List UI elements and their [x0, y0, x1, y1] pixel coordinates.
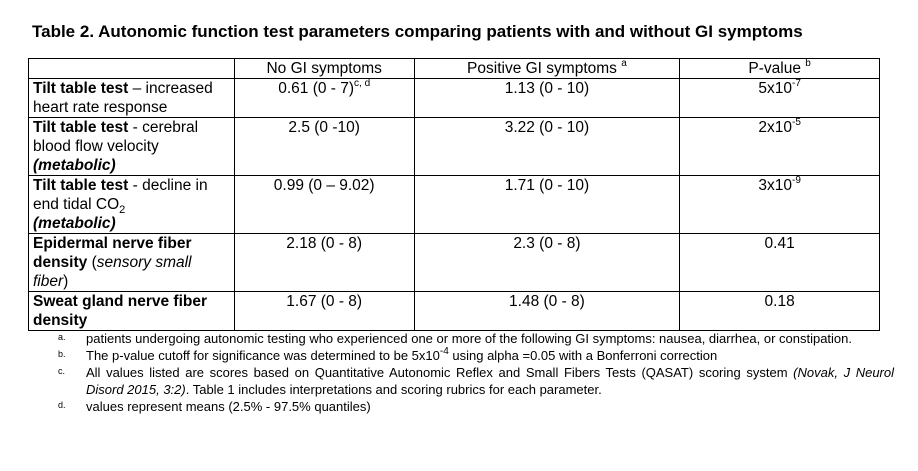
row-label-text: - decline in end tidal CO: [33, 177, 208, 213]
footnote-citation: (Novak, J Neurol Disord 2015, 3:2): [86, 365, 894, 397]
p-value-base: 5x10: [758, 80, 792, 97]
header-no-gi: No GI symptoms: [233, 58, 415, 79]
row-label: Epidermal nerve fiber density (sensory s…: [28, 233, 235, 292]
row-label-italic: sensory small fiber: [33, 254, 192, 290]
cell-no-gi-footnote: c, d: [354, 77, 371, 89]
row-label-bold: Tilt table test: [33, 177, 129, 194]
row-label-bold: Tilt table test: [33, 119, 129, 136]
p-value-base: 3x10: [758, 177, 792, 194]
cell-positive-gi: 3.22 (0 - 10): [413, 117, 681, 176]
footnote-marker: a.: [58, 332, 66, 342]
results-table: No GI symptoms Positive GI symptoms a P-…: [28, 58, 880, 331]
cell-no-gi: 0.61 (0 - 7)c, d: [233, 77, 415, 118]
cell-no-gi-value: 0.99 (0 – 9.02): [273, 177, 375, 194]
header-positive-gi-footnote: a: [621, 57, 627, 69]
row-label: Sweat gland nerve fiber density: [28, 291, 235, 331]
p-value: 0.18: [764, 293, 795, 310]
cell-no-gi: 2.18 (0 - 8): [233, 233, 415, 292]
footnote: b. The p-value cutoff for significance w…: [28, 345, 894, 364]
cell-positive-gi: 1.48 (0 - 8): [413, 291, 681, 331]
table-row: Sweat gland nerve fiber density 1.67 (0 …: [28, 291, 880, 331]
cell-positive-gi-value: 1.48 (0 - 8): [509, 293, 585, 310]
row-label-tag: (metabolic): [33, 157, 116, 174]
footnotes: a. patients undergoing autonomic testing…: [28, 330, 894, 415]
row-label-bold: Sweat gland nerve fiber density: [33, 293, 207, 329]
table-header-row: No GI symptoms Positive GI symptoms a P-…: [28, 57, 880, 79]
cell-positive-gi: 1.71 (0 - 10): [413, 175, 681, 234]
header-positive-gi: Positive GI symptoms a: [413, 57, 681, 79]
cell-no-gi: 1.67 (0 - 8): [233, 291, 415, 331]
footnote-marker: c.: [58, 366, 66, 376]
cell-p-value: 0.41: [679, 233, 880, 292]
row-label: Tilt table test - cerebral blood flow ve…: [28, 117, 235, 176]
row-label-paren-open: (: [87, 254, 97, 271]
cell-positive-gi-value: 1.13 (0 - 10): [504, 80, 590, 97]
cell-positive-gi-value: 1.71 (0 - 10): [504, 177, 590, 194]
header-no-gi-label: No GI symptoms: [266, 60, 382, 77]
row-label: Tilt table test – increased heart rate r…: [28, 78, 235, 118]
row-label-bold: Epidermal nerve fiber density: [33, 235, 192, 271]
cell-positive-gi: 1.13 (0 - 10): [413, 78, 681, 118]
row-label-bold: Tilt table test: [33, 80, 129, 97]
cell-p-value: 2x10-5: [679, 116, 880, 176]
cell-no-gi: 0.99 (0 – 9.02): [233, 175, 415, 234]
footnote-text: values represent means (2.5% - 97.5% qua…: [86, 399, 371, 414]
cell-positive-gi: 2.3 (0 - 8): [413, 233, 681, 292]
table-row: Tilt table test – increased heart rate r…: [28, 77, 880, 118]
header-p-value-footnote: b: [805, 57, 811, 69]
footnote-text: All values listed are scores based on Qu…: [86, 364, 894, 398]
footnote: d. values represent means (2.5% - 97.5% …: [28, 398, 894, 415]
p-value-exponent: -5: [791, 116, 801, 128]
cell-no-gi-value: 1.67 (0 - 8): [286, 293, 363, 310]
footnote: c. All values listed are scores based on…: [28, 364, 894, 398]
footnote-marker: b.: [58, 349, 66, 359]
header-positive-gi-label: Positive GI symptoms: [467, 60, 617, 77]
table-row: Tilt table test - decline in end tidal C…: [28, 174, 880, 234]
row-label-paren-close: ): [63, 273, 69, 290]
footnote-text-after: . Table 1 includes interpretations and s…: [185, 382, 602, 397]
row-label-text: – increased heart rate response: [33, 80, 213, 116]
footnote-marker: d.: [58, 400, 66, 410]
row-label-subscript: 2: [119, 204, 126, 217]
cell-positive-gi-value: 2.3 (0 - 8): [513, 235, 581, 252]
table-title: Table 2. Autonomic function test paramet…: [32, 22, 803, 41]
footnote-exponent: -4: [439, 345, 449, 357]
cell-p-value: 3x10-9: [679, 174, 880, 234]
row-label: Tilt table test - decline in end tidal C…: [28, 175, 235, 234]
footnote-text: The p-value cutoff for significance was …: [86, 345, 894, 364]
header-empty-cell: [28, 58, 235, 79]
table-row: Tilt table test - cerebral blood flow ve…: [28, 116, 880, 176]
cell-no-gi: 2.5 (0 -10): [233, 117, 415, 176]
row-label-text: - cerebral blood flow velocity: [33, 119, 199, 155]
footnote-text-before: The p-value cutoff for significance was …: [86, 348, 440, 363]
p-value-exponent: -9: [791, 174, 801, 186]
footnote-text-before: All values listed are scores based on Qu…: [86, 365, 794, 380]
header-p-value-label: P-value: [748, 60, 801, 77]
footnote-text-after: using alpha =0.05 with a Bonferroni corr…: [448, 348, 718, 363]
cell-no-gi-value: 2.18 (0 - 8): [286, 235, 363, 252]
p-value-base: 2x10: [758, 119, 792, 136]
p-value: 0.41: [764, 235, 795, 252]
cell-no-gi-value: 2.5 (0 -10): [288, 119, 360, 136]
footnote-text: patients undergoing autonomic testing wh…: [86, 331, 852, 346]
cell-positive-gi-value: 3.22 (0 - 10): [504, 119, 590, 136]
cell-p-value: 0.18: [679, 291, 880, 331]
p-value-exponent: -7: [791, 77, 801, 89]
row-label-tag: (metabolic): [33, 215, 116, 232]
header-p-value: P-value b: [679, 57, 880, 79]
table-row: Epidermal nerve fiber density (sensory s…: [28, 233, 880, 292]
cell-p-value: 5x10-7: [679, 77, 880, 118]
footnote: a. patients undergoing autonomic testing…: [28, 330, 894, 347]
cell-no-gi-value: 0.61 (0 - 7): [278, 80, 355, 97]
